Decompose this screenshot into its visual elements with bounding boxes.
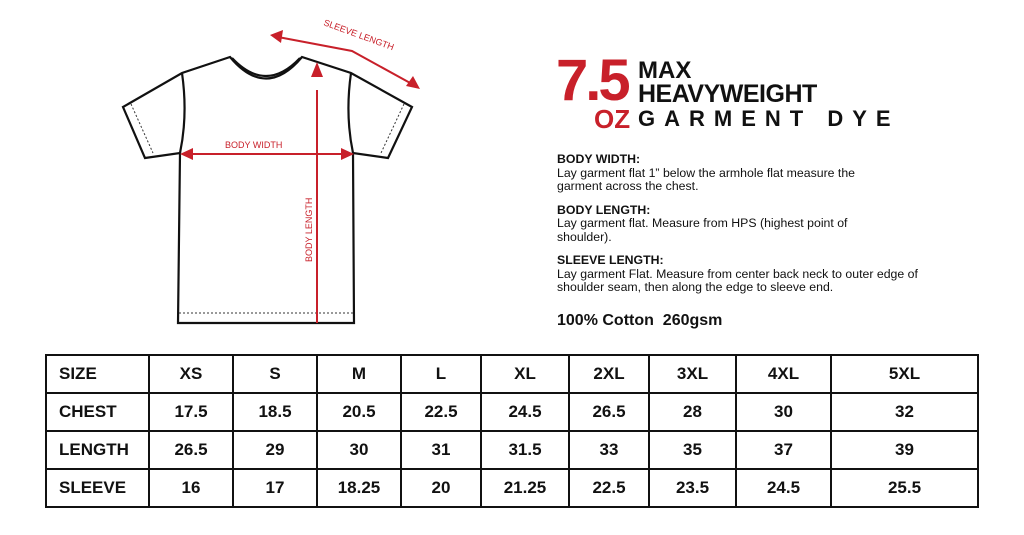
- instruction-sleeve-length: SLEEVE LENGTH: Lay garment Flat. Measure…: [557, 253, 977, 295]
- column-header: 4XL: [735, 354, 832, 394]
- logo-line3: GARMENT DYE: [638, 106, 900, 131]
- instruction-heading: BODY WIDTH:: [557, 152, 641, 166]
- instruction-text: Lay garment flat. Measure from HPS (high…: [557, 216, 848, 244]
- body-length-label: BODY LENGTH: [304, 198, 314, 262]
- table-cell: 29: [232, 430, 318, 470]
- table-header-row: SIZE XS S M L XL 2XL 3XL 4XL 5XL: [45, 354, 979, 394]
- column-header: 5XL: [830, 354, 979, 394]
- column-header: XL: [480, 354, 570, 394]
- table-cell: 17.5: [148, 392, 234, 432]
- table-cell: 39: [830, 430, 979, 470]
- table-cell: 30: [316, 430, 402, 470]
- table-cell: LENGTH: [45, 430, 150, 470]
- table-cell: 26.5: [148, 430, 234, 470]
- logo-line2: HEAVYWEIGHT: [638, 80, 817, 108]
- table-cell: 20.5: [316, 392, 402, 432]
- instruction-text: Lay garment flat 1” below the armhole fl…: [557, 165, 856, 193]
- instruction-text: Lay garment Flat. Measure from center ba…: [557, 266, 918, 294]
- logo: 7.5 OZ MAX HEAVYWEIGHT GARMENT DYE: [556, 48, 891, 134]
- table-cell: 23.5: [648, 468, 737, 508]
- column-header: S: [232, 354, 318, 394]
- body-width-label: BODY WIDTH: [225, 140, 282, 150]
- tshirt-diagram: BODY WIDTH BODY LENGTH SLEEVE LENGTH: [121, 17, 420, 325]
- table-cell: 24.5: [735, 468, 832, 508]
- table-row: SLEEVE 16 17 18.25 20 21.25 22.5 23.5 24.5 25.5: [45, 468, 979, 508]
- table-cell: 20: [400, 468, 482, 508]
- table-cell: 31.5: [480, 430, 570, 470]
- tshirt-outline: [121, 55, 414, 325]
- table-cell: 18.5: [232, 392, 318, 432]
- table-cell: 22.5: [400, 392, 482, 432]
- table-cell: 37: [735, 430, 832, 470]
- column-header: XS: [148, 354, 234, 394]
- column-header: 2XL: [568, 354, 650, 394]
- column-header: M: [316, 354, 402, 394]
- table-cell: SLEEVE: [45, 468, 150, 508]
- table-cell: 16: [148, 468, 234, 508]
- table-cell: 28: [648, 392, 737, 432]
- table-row: CHEST 17.5 18.5 20.5 22.5 24.5 26.5 28 30 32: [45, 392, 979, 432]
- table-cell: 17: [232, 468, 318, 508]
- table-cell: 30: [735, 392, 832, 432]
- logo-unit: OZ: [594, 104, 631, 134]
- column-header: 3XL: [648, 354, 737, 394]
- table-cell: CHEST: [45, 392, 150, 432]
- table-cell: 18.25: [316, 468, 402, 508]
- table-cell: 35: [648, 430, 737, 470]
- table-row: LENGTH 26.5 29 30 31 31.5 33 35 37 39: [45, 430, 979, 470]
- table-cell: 25.5: [830, 468, 979, 508]
- collar: [231, 57, 301, 78]
- logo-line1: MAX: [638, 57, 692, 84]
- instruction-body-length: BODY LENGTH: Lay garment flat. Measure f…: [557, 202, 977, 245]
- column-header: SIZE: [45, 354, 150, 394]
- instruction-heading: BODY LENGTH:: [557, 202, 651, 217]
- table-cell: 21.25: [480, 468, 570, 508]
- measurement-instructions: BODY WIDTH: Lay garment flat 1” below th…: [557, 152, 977, 305]
- table-cell: 33: [568, 430, 650, 470]
- table-cell: 31: [400, 430, 482, 470]
- column-header: L: [400, 354, 482, 394]
- instruction-heading: SLEEVE LENGTH:: [557, 253, 664, 267]
- logo-weight: 7.5: [556, 48, 631, 113]
- table-cell: 26.5: [568, 392, 650, 432]
- fabric-info: 100% Cotton 260gsm: [557, 312, 723, 329]
- table-cell: 22.5: [568, 468, 650, 508]
- table-cell: 32: [830, 392, 979, 432]
- size-table: SIZE XS S M L XL 2XL 3XL 4XL 5XL CHEST 17.5 18.5 20.5…: [45, 354, 979, 508]
- instruction-body-width: BODY WIDTH: Lay garment flat 1” below th…: [557, 152, 977, 194]
- table-cell: 24.5: [480, 392, 570, 432]
